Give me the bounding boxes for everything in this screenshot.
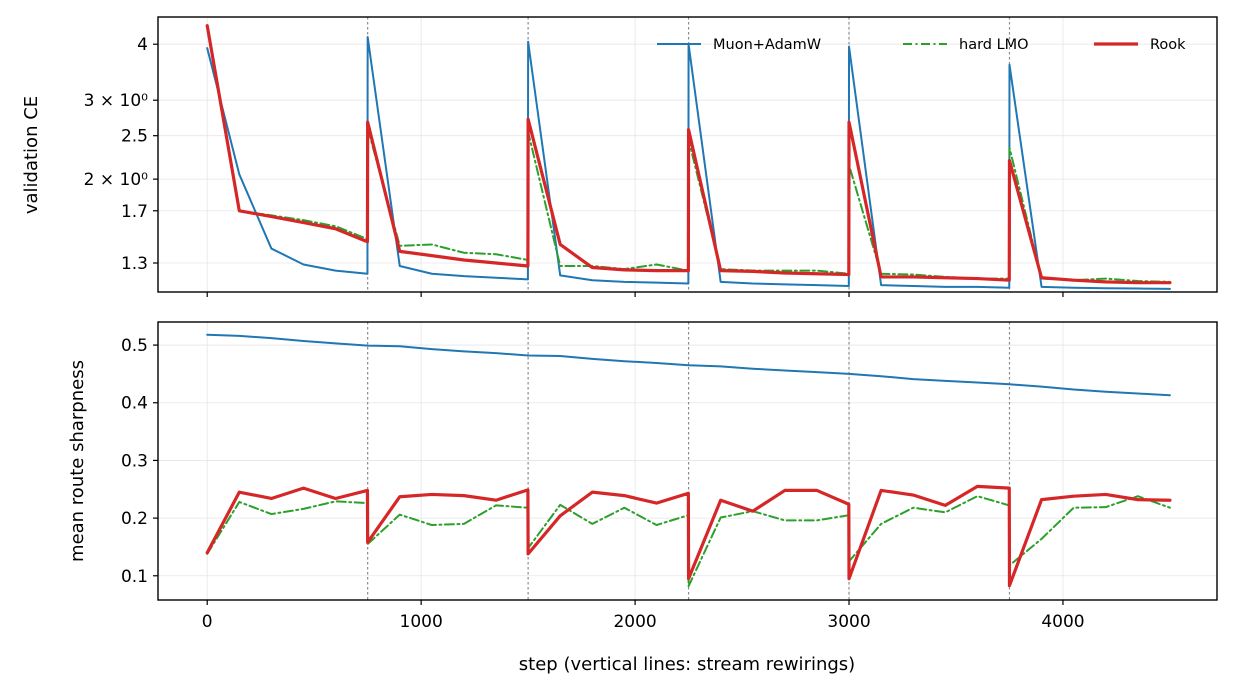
legend-label: hard LMO bbox=[959, 37, 1029, 53]
top-plot-frame bbox=[157, 16, 1218, 293]
legend-label: Rook bbox=[1150, 37, 1186, 53]
series-line-muon-adamw bbox=[206, 333, 1171, 397]
series-line-rook bbox=[205, 24, 1172, 285]
bottom-y-axis-label: mean route sharpness bbox=[67, 360, 88, 562]
y-tick-label: 1.7 bbox=[121, 202, 148, 222]
x-tick-label: 4000 bbox=[1041, 612, 1084, 632]
y-tick-label: 2 × 10⁰ bbox=[84, 170, 148, 190]
x-axis-label: step (vertical lines: stream rewirings) bbox=[519, 654, 855, 675]
legend-label: Muon+AdamW bbox=[713, 37, 821, 53]
y-tick-label: 3 × 10⁰ bbox=[84, 91, 148, 111]
y-tick-label: 0.4 bbox=[121, 394, 148, 414]
x-tick-label: 0 bbox=[202, 612, 213, 632]
top-y-axis-label: validation CE bbox=[21, 96, 42, 214]
y-tick-label: 1.3 bbox=[121, 254, 148, 274]
y-tick-label: 0.3 bbox=[121, 451, 148, 471]
x-tick-label: 3000 bbox=[827, 612, 870, 632]
y-tick-label: 2.5 bbox=[121, 127, 148, 147]
y-tick-label: 0.5 bbox=[121, 336, 148, 356]
legend: Muon+AdamW hard LMO Rook bbox=[657, 37, 1186, 53]
y-tick-label: 4 bbox=[137, 35, 148, 55]
y-tick-label: 0.1 bbox=[121, 567, 148, 587]
x-tick-label: 1000 bbox=[400, 612, 443, 632]
y-tick-label: 0.2 bbox=[121, 509, 148, 529]
series-line-rook bbox=[205, 484, 1172, 588]
route-sharpness-panel: 0.1 0.2 0.3 0.4 0.5 0 1000 2000 3000 4000 mean r… bbox=[67, 321, 1218, 632]
x-tick-label: 2000 bbox=[613, 612, 656, 632]
validation-ce-panel: 4 3 × 10⁰ 2.5 2 × 10⁰ 1.7 1.3 validation CE M… bbox=[21, 16, 1218, 297]
